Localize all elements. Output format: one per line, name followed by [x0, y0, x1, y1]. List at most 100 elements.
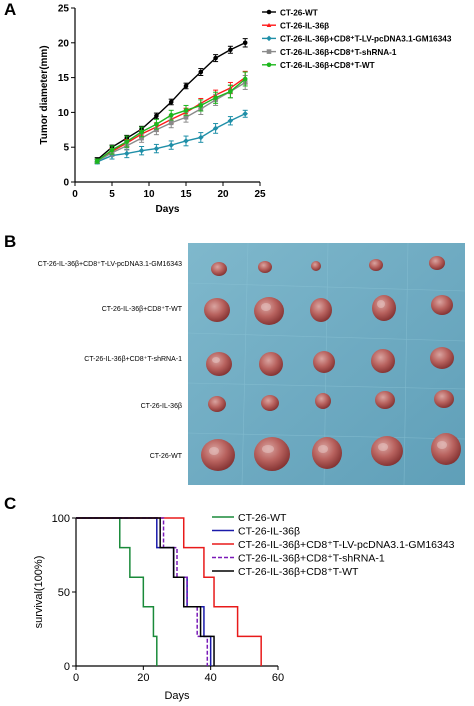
- data-point: [154, 121, 159, 127]
- tumor: [259, 352, 283, 376]
- tumor: [204, 298, 230, 322]
- y-tick-label: 0: [63, 178, 69, 189]
- survival-curve-3: [76, 517, 262, 666]
- legend-label: CT-26-IL-36β+CD8⁺T-WT: [238, 566, 359, 578]
- x-tick-label: 60: [272, 672, 284, 684]
- x-tick-label: 0: [72, 189, 78, 200]
- y-tick-label: 0: [64, 661, 70, 673]
- tumor: [201, 439, 235, 471]
- x-tick-label: 25: [254, 189, 266, 200]
- survival-chart: 0 50 100 0 20 40 60 Days survival(100%) CT-26-WT C…: [33, 512, 455, 702]
- survival-curve-5: [76, 517, 215, 666]
- tumor: [310, 298, 332, 322]
- tumor: [434, 390, 454, 408]
- tumor: [206, 352, 232, 376]
- tumor: [261, 395, 279, 411]
- survival-curve-1: [76, 517, 158, 666]
- y-tick-label: 5: [63, 143, 69, 154]
- row-label-il36b: CT-26-IL-36β: [140, 403, 182, 410]
- data-point: [183, 108, 189, 113]
- y-tick-label: 25: [58, 4, 70, 15]
- x-tick-label: 20: [217, 189, 229, 200]
- tumor: [430, 347, 454, 369]
- data-point: [183, 83, 189, 89]
- data-point: [227, 117, 234, 124]
- data-point: [242, 111, 248, 117]
- tumor: [431, 295, 453, 315]
- row-label-lv: CT-26-IL-36β+CD8⁺T-LV-pcDNA3.1-GM16343: [37, 261, 182, 268]
- legend-label: CT-26-IL-36β+CD8⁺T-shRNA-1: [238, 553, 385, 565]
- data-point: [168, 142, 174, 148]
- tumor: [375, 391, 395, 409]
- data-point: [109, 147, 115, 153]
- tumor: [311, 261, 321, 271]
- data-point: [213, 95, 218, 101]
- data-point: [154, 127, 159, 133]
- data-point: [168, 120, 174, 126]
- data-point: [242, 40, 248, 46]
- tumor: [371, 349, 395, 373]
- tumor: [429, 256, 445, 270]
- data-point: [242, 76, 248, 82]
- data-point: [154, 113, 159, 119]
- legend-label: CT-26-IL-36β: [238, 526, 300, 538]
- legend-marker: [266, 35, 272, 42]
- legend-label: CT-26-IL-36β: [280, 22, 329, 31]
- legend-marker: [266, 22, 272, 28]
- tumor: [208, 396, 226, 412]
- panel-label-b: B: [4, 232, 17, 251]
- x-tick-label: 15: [180, 189, 192, 200]
- tumor: [431, 433, 461, 465]
- data-point: [183, 138, 189, 144]
- x-tick-label: 5: [109, 189, 115, 200]
- legend-marker: [266, 9, 272, 15]
- panel-label-c: C: [4, 494, 17, 513]
- data-point: [198, 103, 204, 108]
- data-point: [138, 147, 145, 154]
- tumor-growth-chart: 0 5 10 15 20 25 0 5 10 15 20 25 Days Tumor diameter(m…: [39, 4, 452, 216]
- data-point: [228, 89, 233, 94]
- row-label-cd8wt: CT-26-IL-36β+CD8⁺T-WT: [101, 306, 182, 313]
- x-axis-label: Days: [164, 690, 190, 702]
- data-point: [198, 69, 204, 75]
- legend-label: CT-26-IL-36β+CD8⁺T-LV-pcDNA3.1-GM16343: [238, 539, 455, 551]
- tumor: [313, 351, 335, 373]
- x-tick-label: 0: [73, 672, 79, 684]
- legend-label: CT-26-IL-36β+CD8⁺T-LV-pcDNA3.1-GM16343: [280, 35, 452, 44]
- tumor: [312, 437, 342, 469]
- row-label-shrna: CT-26-IL-36β+CD8⁺T-shRNA-1: [84, 356, 182, 363]
- y-axis-label: Tumor diameter(mm): [39, 45, 50, 144]
- data-point: [124, 150, 130, 157]
- tumor: [254, 297, 284, 325]
- legend-marker: [266, 62, 272, 68]
- y-tick-label: 50: [58, 587, 70, 599]
- tumor: [371, 436, 403, 466]
- legend-marker: [266, 49, 272, 54]
- y-tick-label: 100: [52, 513, 70, 525]
- legend-label: CT-26-WT: [280, 8, 318, 17]
- tumor: [372, 295, 396, 321]
- data-point: [213, 55, 218, 61]
- legend-label: CT-26-IL-36β+CD8⁺T-WT: [280, 61, 375, 70]
- data-point: [198, 134, 204, 141]
- data-point: [228, 47, 233, 53]
- tumor-photograph: [188, 243, 465, 485]
- data-point: [94, 158, 100, 164]
- data-point: [212, 125, 219, 132]
- y-tick-label: 20: [58, 38, 70, 49]
- y-tick-label: 10: [58, 108, 70, 119]
- panel-label-a: A: [4, 0, 17, 19]
- data-point: [139, 135, 144, 141]
- tumor: [258, 261, 272, 273]
- row-label-wt: CT-26-WT: [149, 453, 182, 460]
- x-tick-label: 40: [205, 672, 217, 684]
- data-point: [168, 99, 174, 105]
- data-point: [153, 145, 160, 152]
- tumor: [369, 259, 383, 271]
- tumor: [254, 437, 290, 471]
- y-axis-label: survival(100%): [33, 556, 45, 629]
- data-point: [124, 139, 130, 144]
- x-axis-label: Days: [156, 204, 180, 215]
- tumor: [211, 262, 227, 276]
